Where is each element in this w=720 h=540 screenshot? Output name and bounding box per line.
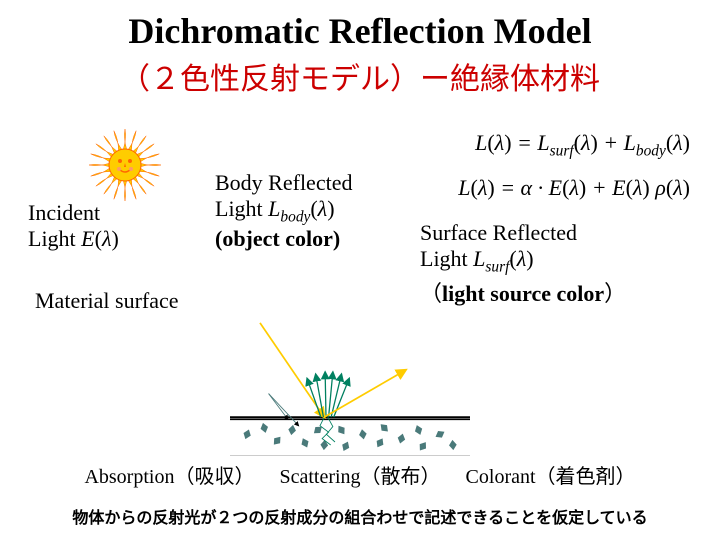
page-subtitle: （２色性反射モデル）ー絶縁体材料 [0, 52, 720, 98]
reflection-diagram [30, 310, 670, 460]
bottom-legend: Absorption（吸収） Scattering（散布） Colorant（着… [0, 460, 720, 489]
label-body-reflected: Body Reflected Light Lbody(λ) (object co… [215, 170, 405, 252]
label-incident-light: Incident Light E(λ) [28, 200, 188, 252]
sun-icon [85, 125, 165, 205]
legend-scattering: Scattering（散布） [279, 466, 440, 488]
legend-absorption: Absorption（吸収） [84, 466, 254, 488]
equation-total: L(λ) = Lsurf(λ) + Lbody(λ) [475, 130, 690, 160]
label-surface-reflected: Surface Reflected Light Lsurf(λ) （light … [420, 220, 680, 308]
legend-colorant: Colorant（着色剤） [466, 466, 636, 488]
footer-note: 物体からの反射光が２つの反射成分の組合わせで記述できることを仮定している [0, 504, 720, 528]
equation-components: L(λ) = α · E(λ) + E(λ) ρ(λ) [458, 175, 690, 201]
page-title: Dichromatic Reflection Model [0, 0, 720, 52]
